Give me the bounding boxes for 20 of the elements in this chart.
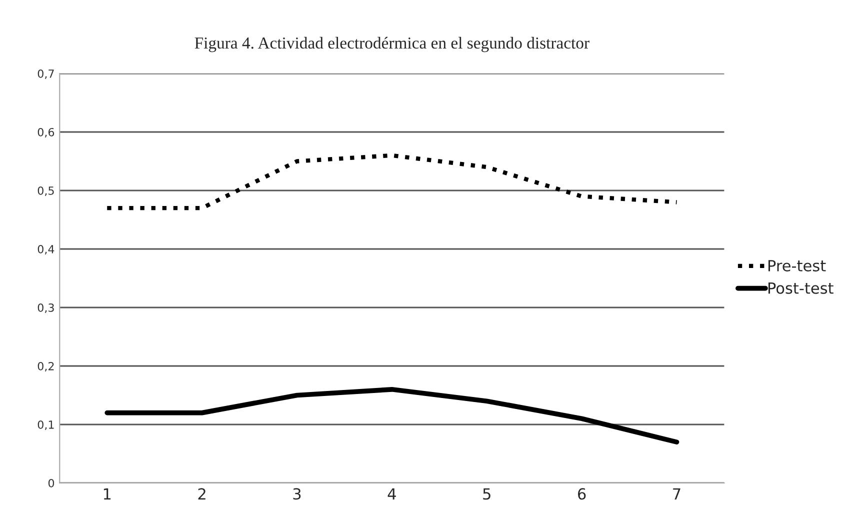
line-series bbox=[105, 153, 679, 210]
y-tick-label: 0 bbox=[48, 478, 54, 488]
x-tick-label: 1 bbox=[104, 488, 111, 500]
x-tick-label: 6 bbox=[578, 488, 586, 500]
y-tick-label: 0,7 bbox=[38, 69, 54, 80]
y-tick-label: 0,4 bbox=[38, 244, 54, 255]
x-tick-label: 2 bbox=[198, 488, 206, 500]
legend-label: Pre-test bbox=[768, 260, 826, 272]
legend-label: Post-test bbox=[768, 282, 834, 294]
y-tick-label: 0,5 bbox=[38, 186, 54, 196]
y-tick-label: 0,1 bbox=[38, 420, 54, 430]
y-tick-label: 0,2 bbox=[38, 362, 54, 372]
line-series bbox=[104, 386, 680, 444]
y-tick-label: 0,3 bbox=[38, 303, 54, 314]
chart-title: Figura 4. Actividad electrodérmica en el segundo distractor bbox=[194, 36, 590, 52]
x-tick-label: 7 bbox=[673, 488, 680, 500]
x-tick-label: 3 bbox=[293, 488, 301, 500]
y-tick-label: 0,6 bbox=[38, 128, 54, 138]
x-tick-label: 4 bbox=[388, 488, 396, 500]
x-tick-label: 5 bbox=[483, 488, 490, 500]
